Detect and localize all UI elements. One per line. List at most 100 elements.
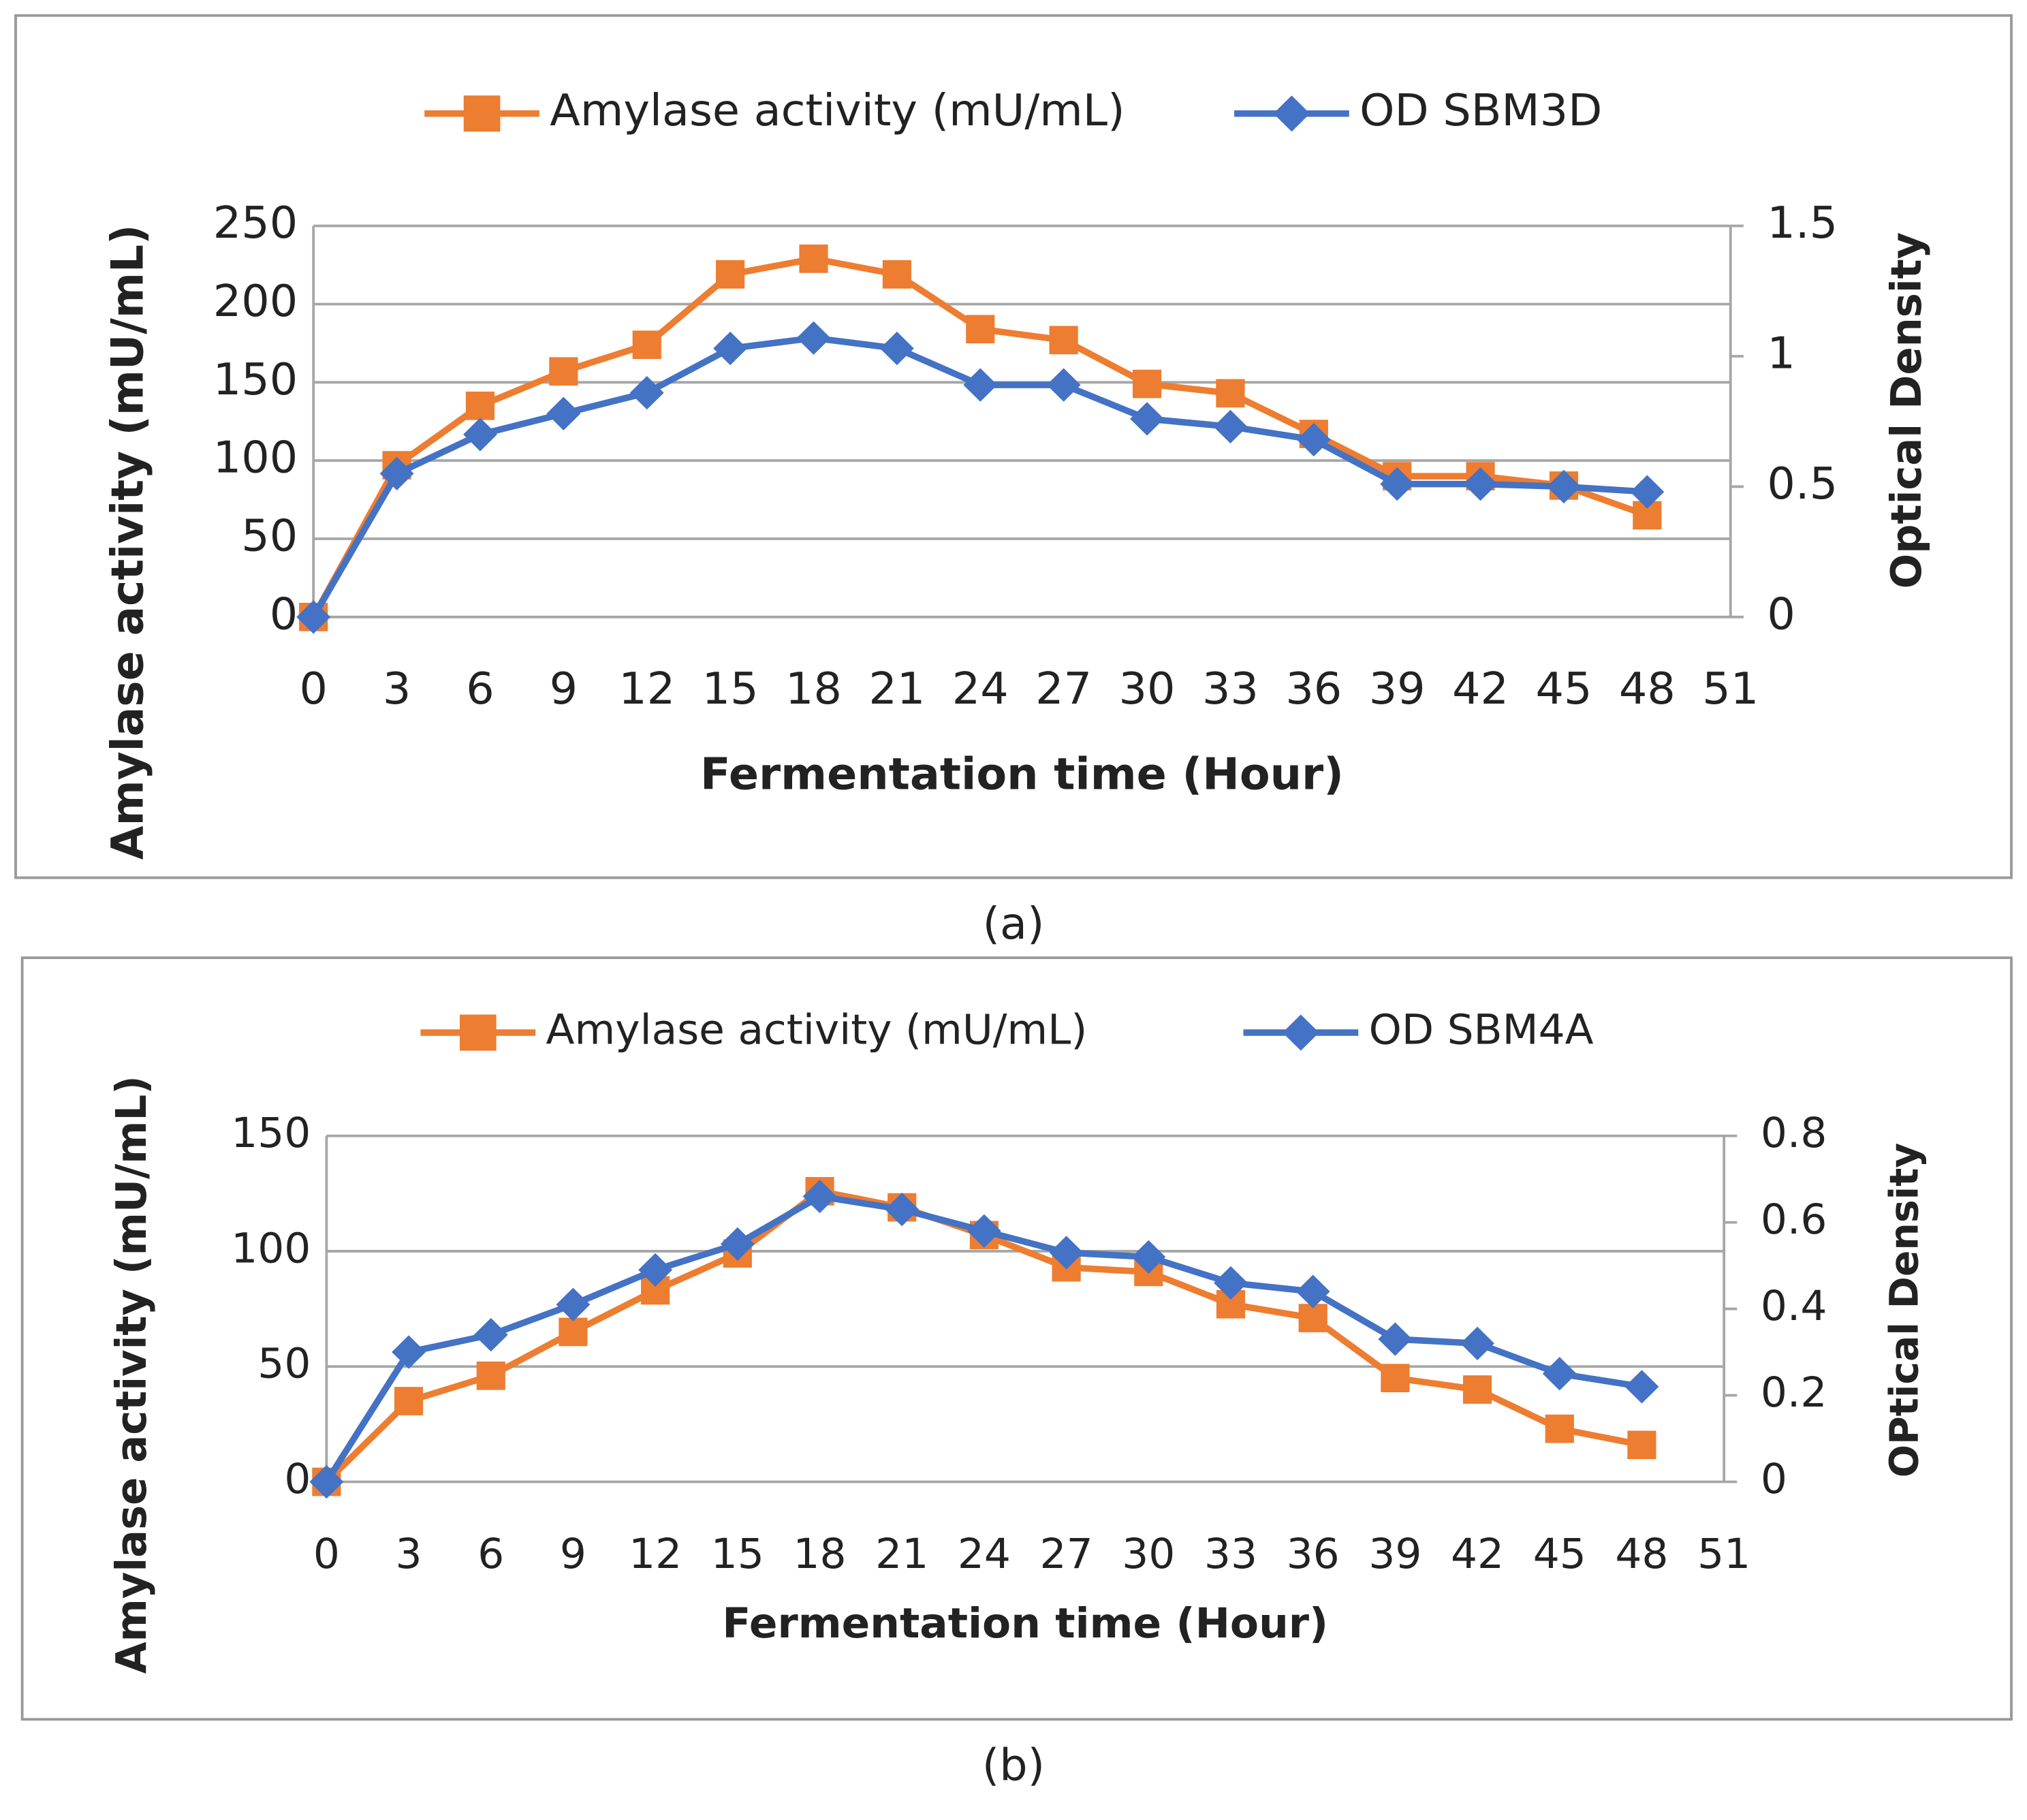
marker — [546, 396, 581, 430]
marker — [1627, 1430, 1656, 1460]
marker — [720, 1227, 755, 1261]
marker — [392, 1335, 426, 1369]
x-tick-label: 9 — [550, 664, 578, 715]
x-tick-label: 36 — [1285, 664, 1342, 715]
caption: (b) — [982, 1740, 1045, 1791]
x-tick-label: 3 — [396, 1530, 422, 1578]
x-tick-label: 18 — [785, 664, 842, 715]
y2-tick-label: 0.5 — [1767, 458, 1838, 509]
x-tick-label: 0 — [313, 1530, 340, 1578]
x-tick-label: 51 — [1697, 1530, 1750, 1578]
legend-label: Amylase activity (mU/mL) — [550, 86, 1125, 137]
x-tick-label: 15 — [711, 1530, 764, 1578]
marker — [465, 391, 495, 420]
y-tick-label: 150 — [231, 1109, 311, 1157]
x-tick-label: 45 — [1535, 664, 1592, 715]
y-tick-label: 50 — [241, 511, 298, 562]
x-tick-label: 24 — [952, 664, 1009, 715]
legend-marker — [459, 1014, 497, 1051]
y-tick-label: 100 — [231, 1225, 311, 1273]
x-tick-label: 12 — [618, 664, 675, 715]
marker — [394, 1387, 424, 1415]
marker — [713, 331, 748, 366]
marker — [1213, 409, 1248, 444]
x-tick-label: 27 — [1040, 1530, 1093, 1578]
x-tick-label: 6 — [466, 664, 494, 715]
marker — [1214, 1266, 1248, 1300]
marker — [476, 1361, 505, 1390]
marker — [1130, 402, 1164, 436]
marker — [1132, 369, 1162, 398]
marker — [1545, 1414, 1574, 1443]
x-tick-label: 0 — [299, 664, 327, 715]
marker — [1049, 326, 1078, 355]
y-axis-title: Amylase activity (mU/mL) — [102, 225, 153, 860]
y2-tick-label: 0.4 — [1761, 1282, 1827, 1330]
y-tick-label: 50 — [257, 1340, 311, 1388]
chart-frame — [14, 14, 2013, 879]
y-tick-label: 150 — [213, 354, 298, 405]
x-tick-label: 48 — [1619, 664, 1676, 715]
marker — [885, 1192, 920, 1227]
marker — [296, 600, 331, 634]
x-tick-label: 12 — [629, 1530, 682, 1578]
marker — [1462, 1375, 1492, 1404]
y2-tick-label: 0 — [1761, 1455, 1787, 1503]
y2-tick-label: 0.6 — [1761, 1195, 1827, 1244]
marker — [967, 1214, 1001, 1248]
marker — [556, 1287, 591, 1321]
marker — [379, 456, 414, 490]
marker — [638, 1253, 673, 1287]
marker — [463, 418, 497, 452]
marker — [1131, 1240, 1166, 1274]
legend-label: Amylase activity (mU/mL) — [546, 1006, 1088, 1054]
x-tick-label: 3 — [383, 664, 411, 715]
marker — [309, 1464, 344, 1499]
marker — [1463, 467, 1498, 501]
y-tick-label: 250 — [213, 198, 298, 249]
x-tick-label: 39 — [1369, 664, 1426, 715]
legend-label: OD SBM4A — [1369, 1006, 1594, 1054]
y-tick-label: 100 — [213, 433, 298, 484]
caption: (a) — [983, 898, 1045, 950]
x-tick-label: 15 — [702, 664, 759, 715]
x-tick-label: 24 — [958, 1530, 1011, 1578]
x-tick-label: 33 — [1202, 664, 1259, 715]
marker — [1630, 475, 1665, 509]
y2-tick-label: 1 — [1767, 328, 1795, 379]
x-tick-label: 6 — [477, 1530, 504, 1578]
legend-marker — [463, 95, 501, 132]
marker — [549, 357, 578, 386]
x-tick-label: 51 — [1702, 664, 1759, 715]
y-tick-label: 0 — [270, 589, 298, 640]
x-axis-title: Fermentation time (Hour) — [700, 749, 1344, 800]
y2-tick-label: 1.5 — [1767, 198, 1838, 249]
y2-tick-label: 0 — [1767, 589, 1795, 640]
marker — [1378, 1322, 1413, 1356]
y2-axis-title: Optical Density — [1883, 232, 1931, 589]
x-axis-title: Fermentation time (Hour) — [722, 1600, 1328, 1648]
x-tick-label: 30 — [1122, 1530, 1175, 1578]
x-tick-label: 48 — [1615, 1530, 1668, 1578]
marker — [799, 245, 828, 273]
x-tick-label: 30 — [1119, 664, 1176, 715]
marker — [1298, 1304, 1327, 1332]
x-tick-label: 27 — [1035, 664, 1092, 715]
x-tick-label: 36 — [1287, 1530, 1340, 1578]
x-tick-label: 42 — [1452, 664, 1509, 715]
y-tick-label: 0 — [284, 1455, 311, 1503]
marker — [559, 1317, 588, 1347]
marker — [1046, 368, 1081, 402]
marker — [802, 1179, 837, 1214]
legend-marker — [1283, 1014, 1319, 1051]
x-tick-label: 21 — [875, 1530, 928, 1578]
x-tick-label: 42 — [1451, 1530, 1504, 1578]
marker — [1624, 1370, 1659, 1404]
y2-axis-title: OPtical Density — [1882, 1143, 1927, 1478]
x-tick-label: 21 — [868, 664, 925, 715]
marker — [1216, 379, 1245, 408]
y-axis-title: Amylase activity (mU/mL) — [108, 1076, 156, 1674]
y-tick-label: 200 — [213, 276, 298, 327]
y2-tick-label: 0.2 — [1761, 1368, 1827, 1417]
